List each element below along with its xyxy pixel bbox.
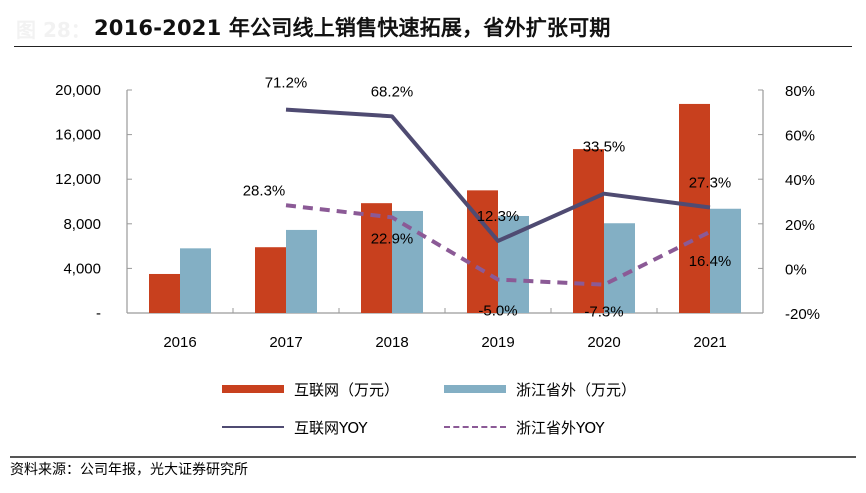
- left-axis-tick-label: 8,000: [63, 216, 101, 233]
- source-note: 资料来源：公司年报，光大证券研究所: [10, 462, 248, 478]
- bars: [149, 103, 741, 313]
- left-axis-tick-label: 12,000: [55, 171, 101, 188]
- legend-label-outside: 浙江省外（万元）: [516, 380, 637, 399]
- x-axis-tick-label: 2016: [163, 334, 196, 351]
- legend-item-internet-yoy: 互联网YOY: [222, 416, 368, 438]
- data-label-internet-yoy: 71.2%: [265, 75, 308, 92]
- figure-number: 图 28：: [16, 18, 91, 42]
- bar-outside: [180, 248, 211, 313]
- legend-swatch-internet: [222, 385, 284, 393]
- line-internet-yoy: [285, 107, 711, 243]
- right-axis-tick-label: 60%: [785, 128, 815, 145]
- data-label-outside-yoy: 28.3%: [243, 182, 286, 199]
- bar-outside: [604, 223, 635, 313]
- data-labels: 71.2% 68.2% 12.3% 33.5% 27.3% 28.3% 22.9% -5.0%…: [243, 75, 732, 321]
- combo-chart: - 4,000 8,000 12,000 16,000 20,000 -20% 0% 20% 40…: [55, 75, 820, 351]
- legend-label-internet-yoy: 互联网YOY: [294, 418, 368, 437]
- x-axis-tick-label: 2017: [269, 334, 302, 351]
- x-axis-tick-label: 2018: [375, 334, 408, 351]
- right-axis-tick-label: 80%: [785, 83, 815, 100]
- left-axis-tick-label: 4,000: [63, 260, 101, 277]
- left-axis-tick-label: 16,000: [55, 127, 101, 144]
- bar-internet: [255, 247, 286, 313]
- bar-internet: [573, 149, 604, 313]
- data-label-internet-yoy: 27.3%: [689, 175, 732, 192]
- data-label-outside-yoy: -7.3%: [584, 304, 623, 321]
- data-label-internet-yoy: 33.5%: [583, 139, 626, 156]
- bar-internet: [149, 273, 180, 313]
- right-axis-tick-label: 20%: [785, 217, 815, 234]
- bar-internet: [361, 203, 392, 313]
- x-axis-tick-label: 2020: [587, 334, 620, 351]
- left-axis-tick-label: -: [96, 305, 101, 322]
- yoy-lines: [285, 107, 711, 287]
- x-axis-tick-label: 2021: [693, 334, 726, 351]
- bar-outside: [286, 229, 317, 313]
- right-axis-tick-label: 40%: [785, 172, 815, 189]
- bar-outside: [710, 208, 741, 313]
- data-label-outside-yoy: 22.9%: [371, 230, 414, 247]
- left-axis-tick-label: 20,000: [55, 82, 101, 99]
- right-axis-tick-label: 0%: [785, 261, 807, 278]
- line-outside-yoy: [285, 203, 711, 287]
- legend-label-internet: 互联网（万元）: [294, 380, 400, 399]
- chart-title: 2016-2021 年公司线上销售快速拓展，省外扩张可期: [94, 16, 611, 40]
- legend-swatch-outside-yoy: [444, 426, 506, 428]
- legend-swatch-internet-yoy: [222, 426, 284, 428]
- data-label-internet-yoy: 12.3%: [477, 208, 520, 225]
- data-label-internet-yoy: 68.2%: [371, 83, 414, 100]
- axes: - 4,000 8,000 12,000 16,000 20,000 -20% 0% 20% 40…: [55, 82, 820, 351]
- legend-label-outside-yoy: 浙江省外YOY: [516, 418, 605, 437]
- legend: 互联网（万元） 浙江省外（万元） 互联网YOY 浙江省外YOY: [222, 378, 662, 448]
- figure-title: 图 28： 2016-2021 年公司线上销售快速拓展，省外扩张可期: [14, 8, 852, 44]
- data-label-outside-yoy: -5.0%: [478, 303, 517, 320]
- legend-swatch-outside: [444, 385, 506, 393]
- data-label-outside-yoy: 16.4%: [689, 253, 732, 270]
- legend-item-outside: 浙江省外（万元）: [444, 378, 636, 400]
- right-axis-tick-label: -20%: [785, 306, 820, 323]
- title-divider: [14, 46, 852, 47]
- legend-item-outside-yoy: 浙江省外YOY: [444, 416, 605, 438]
- legend-item-internet: 互联网（万元）: [222, 378, 399, 400]
- footer-divider: [10, 456, 856, 458]
- x-axis-tick-label: 2019: [481, 334, 514, 351]
